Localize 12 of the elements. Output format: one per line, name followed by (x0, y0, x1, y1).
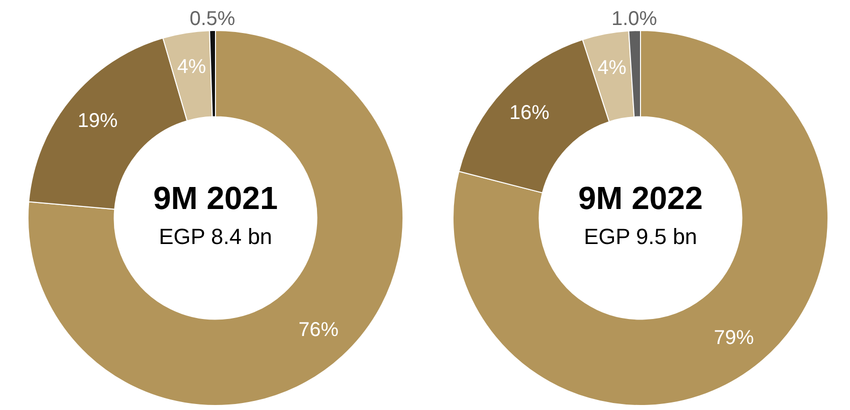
text: 9M 2022 (578, 180, 703, 216)
data-label: 0.5% (190, 8, 236, 30)
data-label: 4% (597, 56, 627, 79)
data-label: 4% (177, 56, 206, 78)
data-label: 16% (509, 102, 550, 124)
text: 9M 2021 (153, 180, 278, 216)
data-label: 79% (714, 326, 754, 349)
data-label: 19% (78, 110, 118, 132)
text: EGP 8.4 bn (158, 224, 272, 250)
text: EGP 9.5 bn (584, 224, 698, 250)
data-label: 76% (298, 318, 339, 341)
data-label: 1.0% (611, 8, 658, 30)
